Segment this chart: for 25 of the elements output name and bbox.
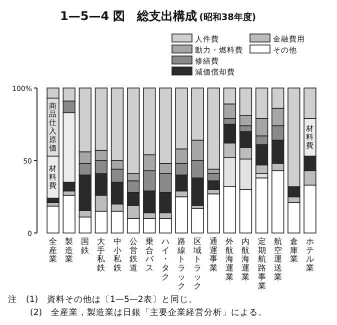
bar	[191, 208, 204, 234]
x-tick-label: 中小私鉄	[113, 236, 122, 273]
x-tick-label: 国鉄	[81, 236, 90, 255]
x-tick-label: 全産業	[49, 236, 58, 264]
x-tick-label: 公営鉄道	[129, 236, 138, 273]
x-tick-label: 倉庫業	[290, 236, 298, 264]
x-tick-label: 路線トラック	[176, 236, 186, 291]
x-tick-label: 区域トラック	[192, 236, 202, 291]
annotations: 注 (1) 資料その他は〔1—5—2表〕と同じ。 (2) 全産業，製造業は日銀「主要企業経営分析」による。	[8, 295, 268, 318]
x-tick-label: 大手私鉄	[97, 236, 106, 273]
bar	[46, 206, 60, 234]
x-tick-label: ホテル業	[306, 236, 314, 273]
bar	[62, 194, 76, 234]
bar	[207, 193, 220, 234]
x-tick-label: 内航海運業	[242, 236, 250, 282]
x-tick-label: 乗合バス	[144, 236, 154, 273]
x-tick-label: 通運事業	[210, 236, 218, 273]
x-tick-label: 定期航路事業	[258, 236, 266, 291]
x-tick-label: ハイ・タク	[160, 236, 170, 282]
x-tick-label: 航空運送業	[274, 236, 282, 282]
x-tick-label: 製造業	[65, 236, 74, 264]
bar	[255, 178, 268, 234]
bar	[207, 88, 220, 170]
title: 1—5—4 図 総支出構成 (昭和38年度)	[60, 9, 256, 23]
x-tick-label: 外航海運業	[226, 236, 234, 282]
